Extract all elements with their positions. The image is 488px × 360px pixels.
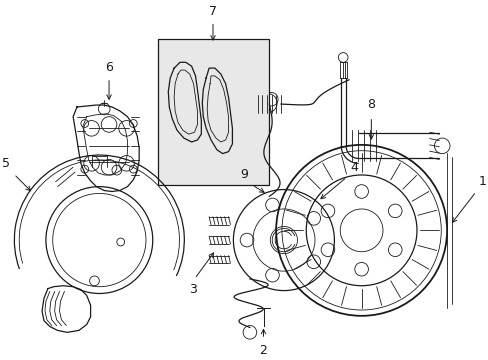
Text: 9: 9 — [240, 168, 247, 181]
Text: 6: 6 — [105, 61, 113, 74]
Text: 4: 4 — [349, 161, 357, 174]
Text: 8: 8 — [366, 98, 375, 111]
Text: 7: 7 — [208, 5, 217, 18]
Bar — [157, 39, 269, 185]
Text: 2: 2 — [259, 344, 267, 357]
Text: 5: 5 — [2, 157, 10, 170]
Text: 3: 3 — [188, 283, 196, 296]
Text: 1: 1 — [478, 175, 486, 188]
